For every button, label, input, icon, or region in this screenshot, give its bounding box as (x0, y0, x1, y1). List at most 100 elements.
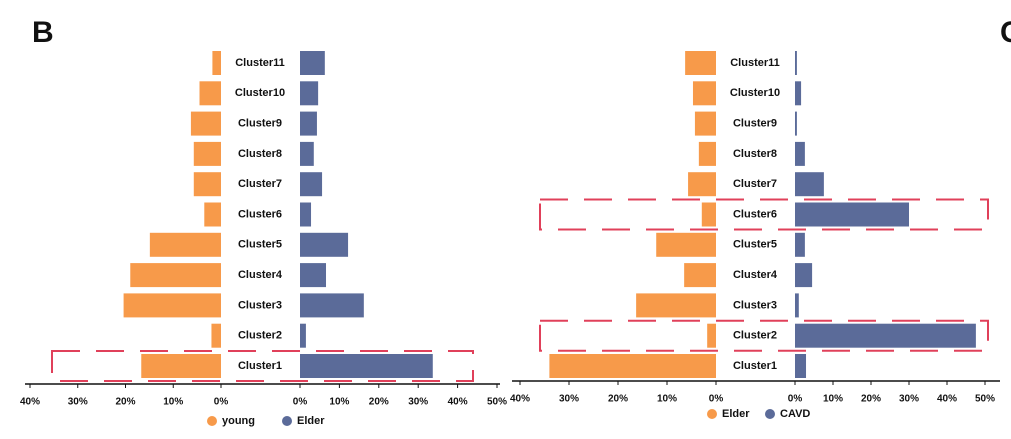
panel-label: B (32, 16, 54, 49)
legend-marker (282, 416, 292, 426)
x-tick-label: 0% (293, 397, 308, 408)
bar (795, 111, 797, 136)
category-label: Cluster8 (238, 148, 282, 160)
category-label: Cluster4 (238, 269, 283, 281)
bar (199, 81, 221, 106)
category-label: Cluster1 (238, 360, 282, 372)
bar (694, 111, 716, 136)
category-label: Cluster9 (238, 118, 282, 130)
category-label: Cluster8 (733, 148, 777, 160)
category-label: Cluster3 (733, 299, 777, 311)
x-tick-label: 10% (823, 394, 843, 405)
legend-marker (707, 409, 717, 419)
bar (300, 323, 306, 348)
legend-label: Elder (722, 408, 750, 420)
category-label: Cluster7 (733, 178, 777, 190)
category-label: Cluster2 (733, 330, 777, 342)
category-label: Cluster7 (238, 178, 282, 190)
category-label: Cluster11 (730, 57, 780, 69)
bar (795, 202, 909, 227)
category-label: Cluster9 (733, 118, 777, 130)
category-label: Cluster3 (238, 299, 282, 311)
bar (685, 51, 716, 75)
x-tick-label: 20% (608, 394, 628, 405)
category-label: Cluster5 (733, 239, 777, 251)
bar (698, 141, 716, 166)
panel-label: C (1000, 16, 1011, 49)
bar (204, 202, 221, 227)
bar (193, 172, 221, 197)
x-tick-label: 30% (559, 394, 579, 405)
legend-label: CAVD (780, 408, 810, 420)
bar (795, 263, 813, 288)
x-tick-label: 20% (861, 394, 881, 405)
bar (707, 323, 716, 348)
x-tick-label: 30% (408, 397, 428, 408)
category-label: Cluster11 (235, 57, 285, 69)
bar (300, 81, 319, 106)
bar (212, 51, 221, 75)
bar (211, 323, 221, 348)
bar (795, 141, 805, 166)
category-label: Cluster6 (733, 208, 777, 220)
category-label: Cluster10 (730, 87, 780, 99)
bar (190, 111, 221, 136)
x-tick-label: 50% (487, 397, 507, 408)
x-tick-label: 40% (510, 394, 530, 405)
x-tick-label: 40% (20, 397, 40, 408)
bar (193, 141, 221, 166)
bar (141, 354, 221, 378)
highlight-box (51, 350, 474, 382)
x-tick-label: 0% (788, 394, 803, 405)
x-tick-label: 20% (369, 397, 389, 408)
bar (149, 232, 221, 257)
bar (300, 111, 317, 136)
x-tick-label: 0% (214, 397, 229, 408)
bar (300, 293, 364, 318)
bar (300, 232, 349, 257)
x-tick-label: 20% (115, 397, 135, 408)
bar (300, 51, 325, 75)
legend-label: young (222, 415, 255, 427)
x-tick-label: 30% (68, 397, 88, 408)
bar (656, 232, 716, 257)
bar (688, 172, 716, 197)
bar (795, 172, 824, 197)
bar (795, 293, 799, 318)
bar (701, 202, 716, 227)
bar (795, 354, 807, 378)
x-tick-label: 30% (899, 394, 919, 405)
bar (130, 263, 221, 288)
legend-marker (765, 409, 775, 419)
highlight-box (539, 198, 989, 231)
bar (692, 81, 716, 106)
bar (549, 354, 716, 378)
x-tick-label: 10% (329, 397, 349, 408)
category-label: Cluster1 (733, 360, 777, 372)
category-label: Cluster2 (238, 330, 282, 342)
legend-label: Elder (297, 415, 325, 427)
x-tick-label: 40% (448, 397, 468, 408)
bar (300, 202, 312, 227)
highlight-box (539, 319, 989, 352)
x-tick-label: 10% (163, 397, 183, 408)
x-tick-label: 10% (657, 394, 677, 405)
bar (795, 232, 805, 257)
legend-marker (207, 416, 217, 426)
bar (795, 323, 976, 348)
category-label: Cluster4 (733, 269, 778, 281)
bar (795, 81, 802, 106)
bar (300, 172, 323, 197)
bar (795, 51, 797, 75)
bar (684, 263, 716, 288)
category-label: Cluster10 (235, 87, 285, 99)
category-label: Cluster5 (238, 239, 282, 251)
x-tick-label: 50% (975, 394, 995, 405)
x-tick-label: 40% (937, 394, 957, 405)
x-tick-label: 0% (709, 394, 724, 405)
bar (123, 293, 221, 318)
bar (636, 293, 716, 318)
bar (300, 141, 314, 166)
